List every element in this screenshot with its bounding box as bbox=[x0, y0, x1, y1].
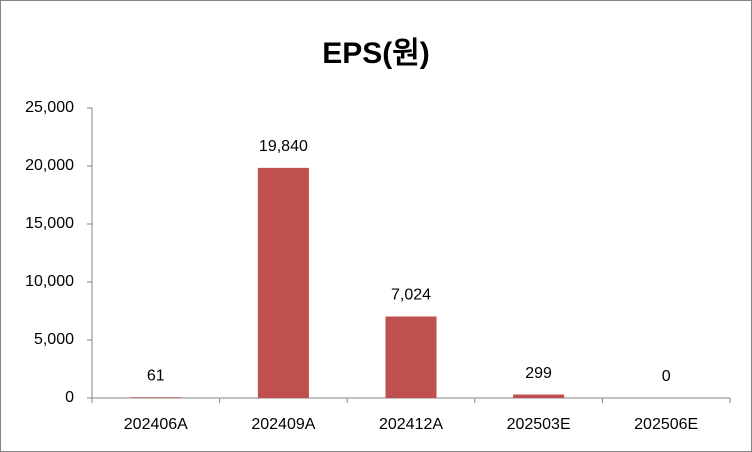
bar bbox=[513, 394, 565, 398]
data-label: 19,840 bbox=[259, 138, 308, 155]
y-tick-label: 5,000 bbox=[34, 331, 74, 348]
data-label: 0 bbox=[662, 368, 671, 385]
bar bbox=[385, 316, 437, 398]
y-tick-label: 0 bbox=[65, 389, 74, 406]
y-tick-label: 25,000 bbox=[25, 99, 74, 116]
x-tick-label: 202503E bbox=[507, 416, 571, 433]
x-tick-label: 202412A bbox=[379, 416, 443, 433]
y-tick-label: 10,000 bbox=[25, 273, 74, 290]
data-label: 299 bbox=[525, 365, 552, 382]
y-tick-label: 15,000 bbox=[25, 215, 74, 232]
data-label: 61 bbox=[147, 368, 165, 385]
data-label: 7,024 bbox=[391, 287, 431, 304]
x-tick-label: 202506E bbox=[634, 416, 698, 433]
y-tick-label: 20,000 bbox=[25, 157, 74, 174]
chart-title: EPS(원) bbox=[322, 37, 430, 70]
bar bbox=[257, 167, 309, 398]
x-tick-label: 202409A bbox=[251, 416, 315, 433]
bar bbox=[130, 397, 182, 398]
x-tick-label: 202406A bbox=[124, 416, 188, 433]
